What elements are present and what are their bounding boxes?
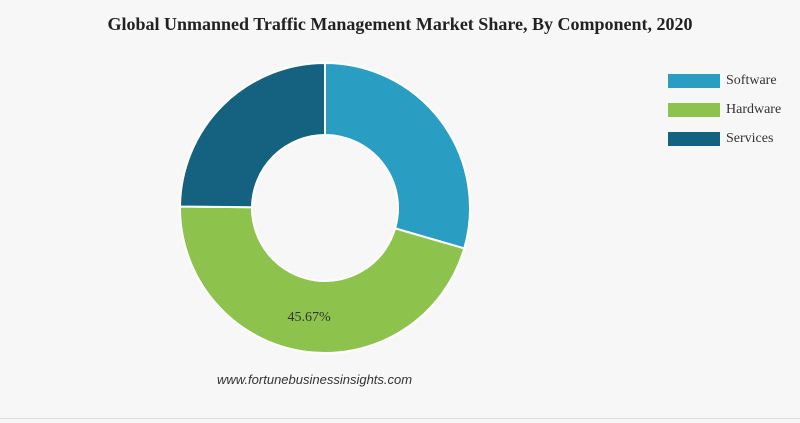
source-credit: www.fortunebusinessinsights.com xyxy=(217,372,413,387)
legend-swatch-software xyxy=(668,73,720,88)
legend-label-software: Software xyxy=(726,72,777,88)
legend-label-services: Services xyxy=(726,130,774,146)
slice-software[interactable] xyxy=(324,61,471,250)
legend: Software Hardware Services xyxy=(668,71,781,158)
legend-item-hardware[interactable]: Hardware xyxy=(668,100,781,119)
legend-swatch-hardware xyxy=(668,102,720,117)
legend-item-software[interactable]: Software xyxy=(668,71,781,90)
chart-title: Global Unmanned Traffic Management Marke… xyxy=(107,14,693,34)
legend-item-services[interactable]: Services xyxy=(668,129,781,148)
data-label-hardware: 45.67% xyxy=(287,310,331,325)
legend-label-hardware: Hardware xyxy=(726,101,782,117)
slice-hardware[interactable] xyxy=(179,205,466,354)
bottom-rule xyxy=(0,418,800,419)
slice-services[interactable] xyxy=(178,61,326,209)
legend-swatch-services xyxy=(668,131,720,146)
